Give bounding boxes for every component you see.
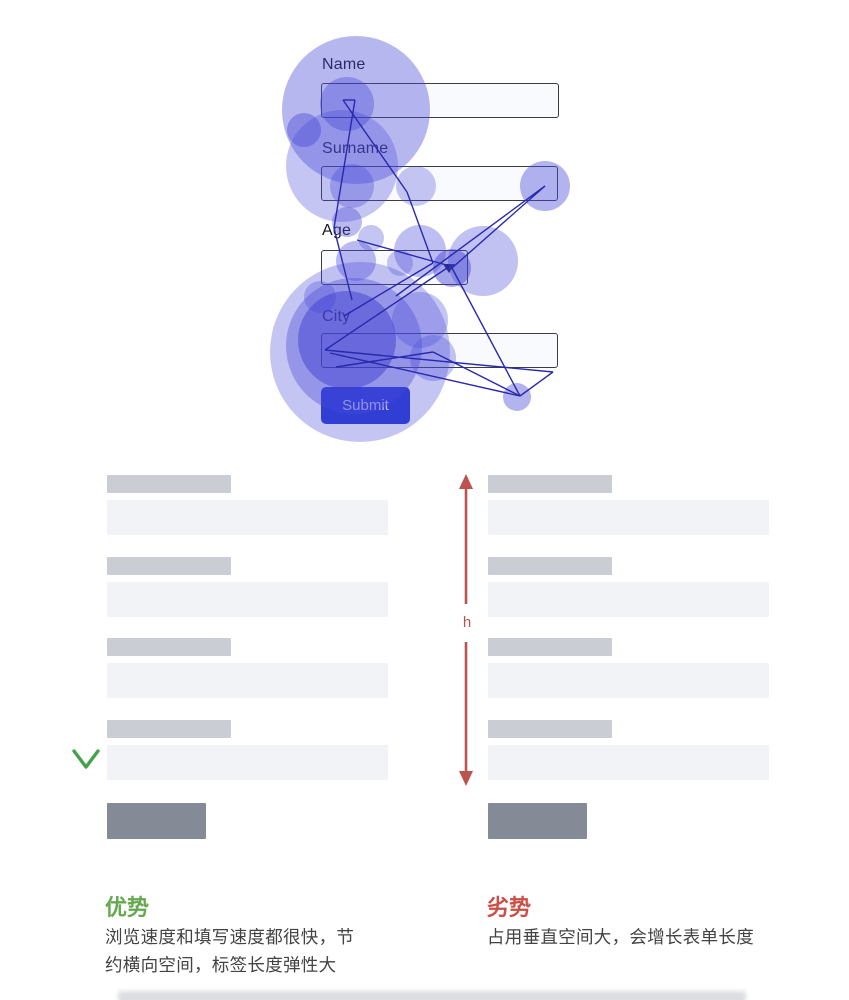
wireframe-form-left <box>107 475 389 840</box>
pros-text-line1: 浏览速度和填写速度都很快，节 <box>105 927 355 947</box>
fixation-blob <box>287 113 321 147</box>
wireframe-input-block <box>488 745 769 780</box>
wireframe-button-block <box>107 803 206 839</box>
wireframe-input-block <box>107 663 388 698</box>
wireframe-label-block <box>488 475 612 493</box>
submit-button[interactable]: Submit <box>321 387 410 424</box>
fixation-blob <box>358 225 384 251</box>
wireframe-input-block <box>488 500 769 535</box>
wireframe-input-block <box>107 500 388 535</box>
measure-label-h: h <box>462 614 472 631</box>
wireframe-label-block <box>107 475 231 493</box>
wireframe-label-block <box>107 638 231 656</box>
wireframe-input-block <box>488 663 769 698</box>
wireframe-label-block <box>488 638 612 656</box>
wireframe-input-block <box>488 582 769 617</box>
cons-title: 劣势 <box>487 895 532 920</box>
wireframe-label-block <box>107 557 231 575</box>
gaze-heatmap-overlay <box>270 36 570 442</box>
cropped-text-smudge <box>118 991 746 1000</box>
surname-input[interactable] <box>321 166 558 201</box>
name-input[interactable] <box>321 83 559 118</box>
surname-field-label: Surname <box>322 140 389 157</box>
city-input[interactable] <box>321 333 558 368</box>
wireframe-label-block <box>488 557 612 575</box>
wireframe-input-block <box>107 745 388 780</box>
name-field-label: Name <box>322 56 366 73</box>
wireframe-button-block <box>488 803 587 839</box>
cons-text-line1: 占用垂直空间大，会增长表单长度 <box>487 927 754 947</box>
saccade-line <box>451 267 521 397</box>
pros-text-line2: 约横向空间，标签长度弹性大 <box>105 955 337 975</box>
green-down-arrow <box>72 477 100 769</box>
city-field-label: City <box>322 308 351 325</box>
age-select[interactable] <box>321 250 468 285</box>
wireframe-label-block <box>488 720 612 738</box>
wireframe-input-block <box>107 582 388 617</box>
age-field-label: Age <box>322 222 352 239</box>
fixation-blob <box>503 383 531 411</box>
dropdown-caret-icon <box>443 264 455 273</box>
saccade-line <box>519 371 554 397</box>
pros-title: 优势 <box>105 895 150 920</box>
wireframe-form-right <box>488 475 770 840</box>
saccade-line <box>333 99 356 229</box>
wireframe-label-block <box>107 720 231 738</box>
